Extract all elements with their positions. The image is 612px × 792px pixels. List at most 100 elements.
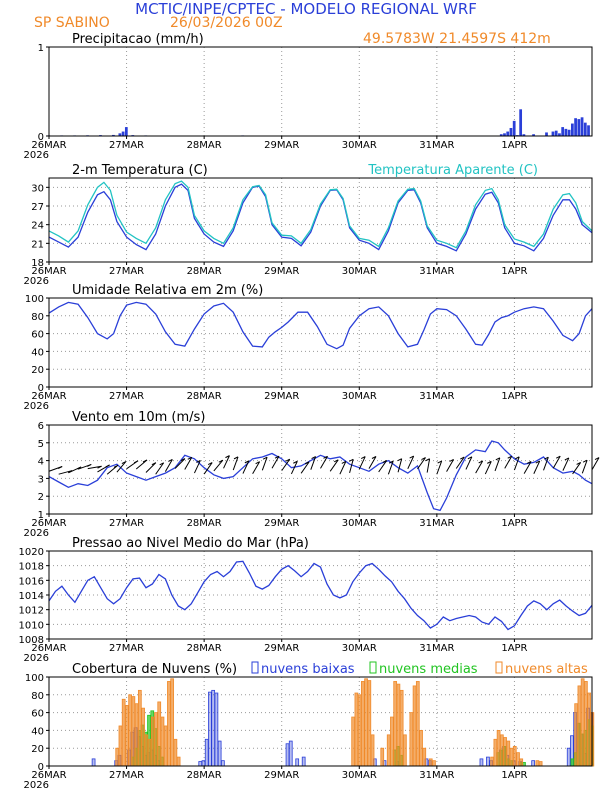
bar-nuvens-altas [380,747,385,767]
wind-arrow [572,462,582,475]
wind-arrow [281,458,291,471]
x-tick-label: 29MAR [264,770,299,781]
wind-arrow [426,458,431,473]
x-tick-label: 26MAR [31,643,66,654]
bar-nuvens-altas [128,694,132,767]
bar-precipitation [545,132,548,136]
bar-nuvens-altas [580,678,585,767]
wind-arrow-barb [311,456,316,460]
bar-nuvens-baixas [214,692,219,767]
y-tick-label: 21 [31,239,44,250]
bar-nuvens-altas [125,705,129,767]
legend-swatch [495,661,503,674]
wind-arrow-barb [133,460,139,464]
x-tick-label: 27MAR [109,266,144,277]
bar-nuvens-baixas [208,691,212,767]
wind-arrow [261,456,268,471]
bar-precipitation [564,128,568,136]
wind-arrow-barb [159,462,164,466]
bar-nuvens-altas [419,730,423,767]
wind-arrow [203,462,213,475]
y-tick-label: 0 [38,132,44,143]
panel-title: 2-m Temperatura (C) [72,163,208,178]
wind-arrow [455,456,465,469]
bar-nuvens-altas [396,683,401,767]
y-tick-label: 100 [25,294,44,305]
x-tick-label: 1APR [501,518,527,529]
bar-nuvens-altas [137,689,142,767]
bar-precipitation [112,134,115,136]
line-umidade-relativa [48,301,593,350]
bar-precipitation [567,129,571,136]
bar-nuvens-altas [499,734,504,767]
bar-precipitation [558,133,561,136]
wind-arrow-barb [244,460,250,464]
bar-nuvens-altas [535,760,540,767]
bar-precipitation [512,120,516,136]
bar-nuvens-baixas [91,758,96,767]
wind-arrow [184,457,193,470]
bar-nuvens-altas [361,681,365,767]
wind-arrow [271,455,280,469]
bar-nuvens-altas [367,680,372,767]
wind-arrow-barb [142,459,148,463]
x-tick-label: 27MAR [109,391,144,402]
bar-nuvens-altas [422,747,427,767]
wind-arrow-barb [218,459,224,463]
y-tick-label: 1016 [19,576,44,587]
x-tick-year: 2026 [24,150,49,161]
bar-precipitation [551,131,555,136]
wind-arrow [252,461,261,475]
y-tick-label: 0 [38,762,44,773]
bar-nuvens-baixas [295,758,300,767]
wind-arrow-barb [360,456,366,459]
x-tick-label: 27MAR [109,770,144,781]
wind-arrow-barb [425,458,430,462]
wind-arrow [581,460,588,474]
bar-precipitation [118,133,122,136]
bar-nuvens-altas [370,734,375,767]
wind-arrow-barb [255,461,260,465]
wind-arrow [387,460,394,475]
bar-nuvens-medias [570,758,575,767]
y-tick-label: 18 [31,258,44,269]
x-tick-label: 27MAR [109,140,144,151]
y-tick-label: 4 [38,457,44,468]
bar-nuvens-altas [390,716,394,767]
bar-precipitation [587,125,590,136]
wind-arrow-barb [323,455,328,459]
wind-arrow-barb [285,458,290,462]
y-tick-label: 30 [31,183,44,194]
bar-nuvens-altas [412,685,417,767]
wind-arrow [164,459,173,472]
bar-nuvens-altas [577,685,582,767]
wind-arrow [349,459,354,473]
wind-arrow [591,457,600,470]
x-tick-label: 28MAR [187,391,222,402]
y-tick-label: 1 [38,43,44,54]
panel-title: Vento em 10m (m/s) [72,410,205,425]
station-coordinates: 49.5783W 21.4597S 412m [363,31,551,47]
meteogram-title: MCTIC/INPE/CPTEC - MODELO REGIONAL WRF [135,0,477,18]
x-tick-label: 1APR [501,266,527,277]
bar-nuvens-baixas [285,743,290,767]
wind-arrow [484,461,492,475]
y-tick-label: 2 [38,492,44,503]
wind-arrow-barb [526,460,532,464]
bar-nuvens-altas [512,746,517,767]
panel-frame [48,676,593,767]
wind-arrow-barb [304,461,310,465]
bar-precipitation [580,117,584,136]
y-tick-label: 3 [38,474,44,485]
x-tick-year: 2026 [24,780,49,791]
x-tick-label: 30MAR [342,266,377,277]
y-tick-label: 80 [31,312,44,323]
bar-nuvens-altas [538,761,543,767]
bar-nuvens-baixas [204,738,209,767]
y-tick-label: 60 [31,330,44,341]
bar-nuvens-altas [134,703,139,767]
legend-label: nuvens medias [379,662,478,677]
